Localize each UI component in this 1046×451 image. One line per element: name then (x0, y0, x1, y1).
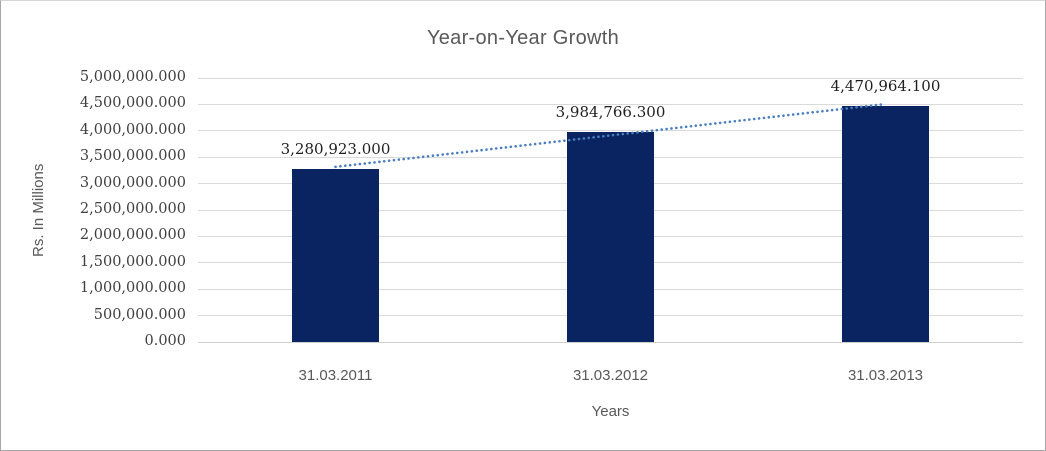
y-tick-label: 2,000,000.000 (79, 227, 186, 244)
y-tick-label: 2,500,000.000 (79, 201, 186, 217)
y-tick-label: 0.000 (144, 333, 186, 349)
y-tick-label: 3,500,000.000 (79, 148, 186, 165)
y-tick-label: 1,000,000.000 (79, 280, 186, 297)
y-gridline (198, 341, 1023, 343)
y-tick-label: 3,000,000.000 (79, 174, 186, 191)
y-tick-label: 5,000,000.000 (79, 69, 186, 85)
x-category-label: 31.03.2011 (298, 367, 373, 384)
bar-data-label: 4,470,964.100 (830, 76, 941, 95)
bar-data-label: 3,280,923.000 (280, 139, 391, 158)
y-tick-label: 4,000,000.000 (79, 121, 186, 138)
bar (567, 131, 654, 342)
bar-data-label: 3,984,766.300 (555, 102, 666, 121)
bar (842, 105, 929, 342)
x-axis-title: Years (591, 403, 630, 420)
y-tick-label: 1,500,000.000 (79, 253, 186, 270)
bar (292, 168, 379, 342)
chart-title: Year-on-Year Growth (426, 27, 620, 49)
x-category-label: 31.03.2013 (847, 367, 924, 384)
y-gridline (198, 77, 1023, 79)
x-category-label: 31.03.2012 (572, 367, 649, 384)
y-tick-label: 500,000.000 (93, 306, 186, 323)
y-tick-label: 4,500,000.000 (79, 95, 186, 112)
